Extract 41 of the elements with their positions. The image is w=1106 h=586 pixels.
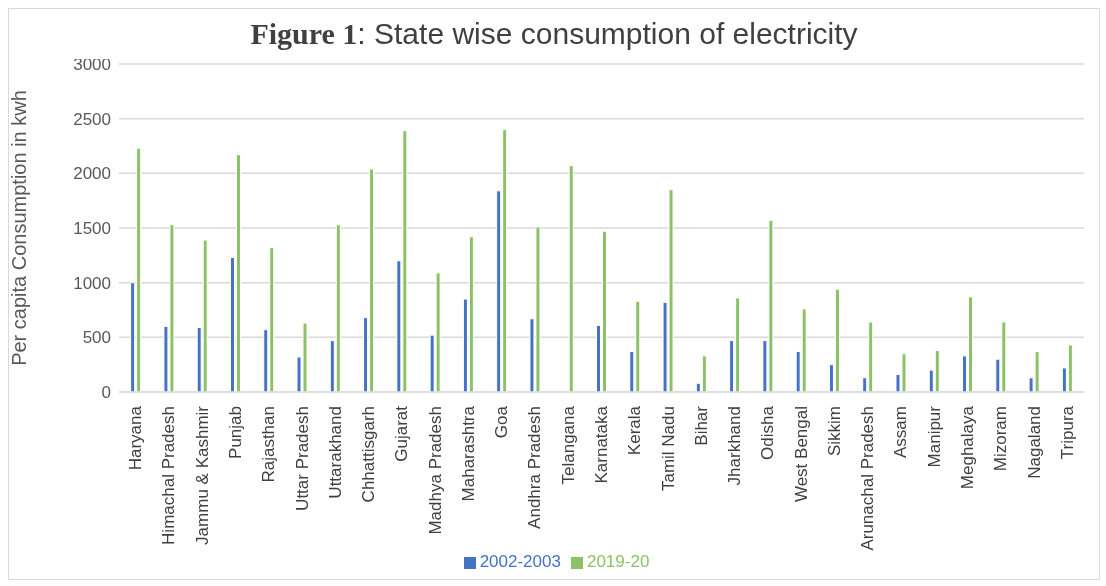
x-tick-label: Manipur: [924, 405, 944, 468]
x-tick-label: Uttar Pradesh: [292, 406, 312, 511]
x-tick-label: Mizoram: [991, 406, 1011, 472]
x-tick-label: Himachal Pradesh: [159, 406, 179, 545]
x-tick-label: Meghalaya: [958, 405, 978, 490]
x-tick-label: Odisha: [758, 405, 778, 460]
x-tick-label: Jammu & Kashmir: [192, 405, 212, 545]
y-tick-label: 1000: [73, 273, 111, 293]
y-tick-label: 0: [101, 383, 111, 403]
x-tick-label: Assam: [891, 406, 911, 458]
x-tick-label: Kerala: [625, 405, 645, 456]
x-tick-label: Punjab: [225, 406, 245, 459]
x-tick-label: Tripura: [1057, 405, 1077, 460]
x-tick-label: Andhra Pradesh: [525, 406, 545, 529]
x-tick-label: Goa: [492, 405, 512, 439]
x-tick-label: Uttarakhand: [325, 406, 345, 499]
x-tick-label: Gujarat: [392, 405, 412, 462]
y-tick-label: 500: [82, 328, 111, 348]
x-tick-label: Arunachal Pradesh: [858, 406, 878, 551]
legend-label: 2002-2003: [479, 552, 561, 571]
legend-label: 2019-20: [586, 552, 650, 571]
y-tick-label: 2500: [73, 109, 111, 129]
bar: [568, 165, 574, 392]
chart-title: Figure 1: State wise consumption of electricity: [250, 17, 858, 50]
x-tick-label: West Bengal: [791, 406, 811, 503]
x-tick-label: Maharashtra: [458, 405, 478, 502]
x-tick-label: Karnataka: [592, 405, 611, 484]
x-tick-label: Telangana: [558, 405, 578, 485]
y-tick-label: 2000: [73, 164, 111, 184]
x-tick-label: Madhya Pradesh: [425, 406, 445, 535]
x-tick-label: Tamil Nadu: [658, 406, 678, 492]
y-axis-title: Per capita Consumption in kwh: [8, 90, 31, 366]
x-tick-label: Haryana: [126, 405, 146, 471]
x-tick-label: Sikkim: [824, 406, 844, 457]
x-tick-label: Jharkhand: [725, 406, 745, 486]
x-tick-label: Bihar: [691, 405, 711, 446]
x-tick-label: Chhattisgarh: [359, 406, 379, 503]
x-tick-label: Nagaland: [1024, 406, 1044, 479]
y-tick-label: 1500: [73, 219, 111, 239]
x-tick-label: Rajasthan: [259, 406, 279, 483]
y-tick-label: 3000: [73, 55, 111, 75]
